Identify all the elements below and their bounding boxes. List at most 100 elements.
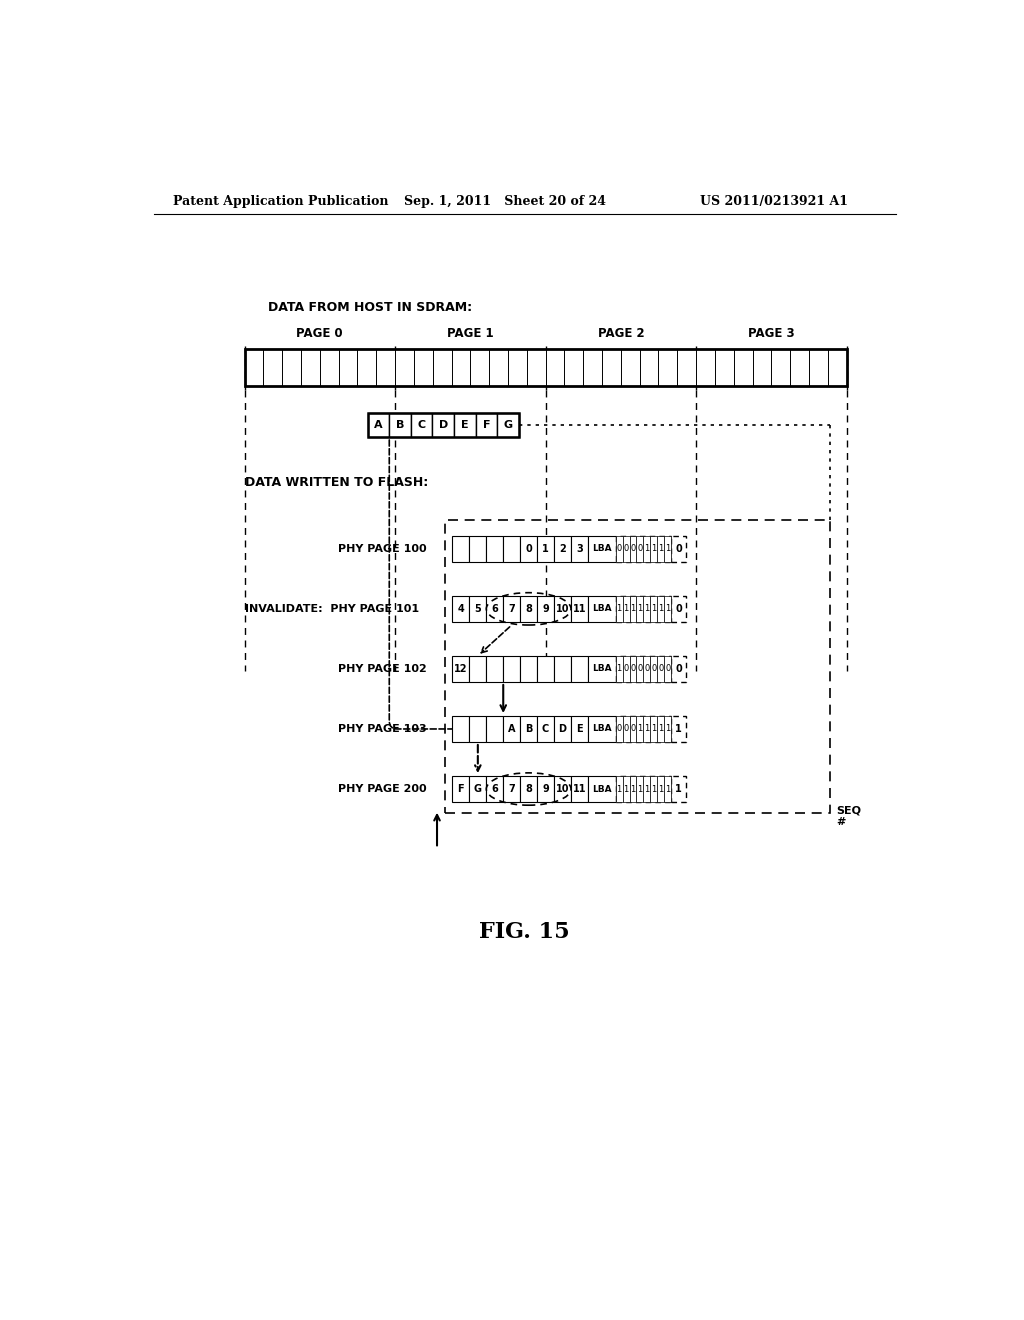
Bar bbox=[503, 595, 520, 622]
Text: 12: 12 bbox=[454, 664, 468, 675]
Bar bbox=[571, 595, 588, 622]
Bar bbox=[554, 776, 571, 803]
Bar bbox=[538, 776, 554, 803]
Text: 0: 0 bbox=[631, 725, 636, 734]
Bar bbox=[486, 595, 503, 622]
Bar bbox=[486, 536, 503, 562]
Bar bbox=[538, 595, 554, 622]
Bar bbox=[588, 656, 615, 682]
Bar bbox=[650, 715, 657, 742]
Text: LBA: LBA bbox=[592, 725, 611, 734]
Text: 9: 9 bbox=[543, 603, 549, 614]
Bar bbox=[657, 715, 665, 742]
Bar bbox=[588, 715, 615, 742]
Bar bbox=[637, 536, 643, 562]
Text: 1: 1 bbox=[637, 784, 642, 793]
Bar bbox=[637, 656, 643, 682]
Bar bbox=[615, 656, 671, 682]
Bar bbox=[520, 776, 538, 803]
Bar bbox=[665, 776, 671, 803]
Text: 10: 10 bbox=[556, 603, 569, 614]
Text: 1: 1 bbox=[651, 725, 656, 734]
Text: 1: 1 bbox=[616, 784, 622, 793]
Bar bbox=[671, 776, 686, 803]
Text: 1: 1 bbox=[651, 605, 656, 614]
Text: LBA: LBA bbox=[592, 544, 611, 553]
Text: 1: 1 bbox=[637, 605, 642, 614]
Bar bbox=[623, 776, 630, 803]
Text: Sep. 1, 2011   Sheet 20 of 24: Sep. 1, 2011 Sheet 20 of 24 bbox=[403, 195, 606, 209]
Text: SEQ
#: SEQ # bbox=[836, 805, 861, 826]
Text: PAGE 0: PAGE 0 bbox=[297, 327, 343, 341]
Text: 0: 0 bbox=[651, 664, 656, 673]
Text: 0: 0 bbox=[637, 544, 642, 553]
Text: 1: 1 bbox=[676, 784, 682, 795]
Text: PHY PAGE 100: PHY PAGE 100 bbox=[339, 544, 427, 554]
Text: 0: 0 bbox=[637, 664, 642, 673]
Text: 1: 1 bbox=[658, 725, 664, 734]
Text: 1: 1 bbox=[631, 605, 636, 614]
Bar bbox=[245, 350, 847, 387]
Bar bbox=[623, 656, 630, 682]
Bar bbox=[571, 715, 588, 742]
Bar bbox=[588, 536, 615, 562]
Text: D: D bbox=[438, 420, 447, 430]
Bar bbox=[503, 776, 520, 803]
Bar bbox=[650, 595, 657, 622]
Text: 9: 9 bbox=[543, 784, 549, 795]
Bar bbox=[520, 595, 538, 622]
Bar bbox=[497, 413, 518, 437]
Bar bbox=[588, 595, 615, 622]
Bar bbox=[588, 776, 615, 803]
Bar bbox=[571, 656, 588, 682]
Bar bbox=[643, 776, 650, 803]
Bar bbox=[389, 413, 411, 437]
Bar bbox=[615, 656, 623, 682]
Bar bbox=[615, 715, 671, 742]
Text: INVALIDATE:  PHY PAGE 101: INVALIDATE: PHY PAGE 101 bbox=[245, 603, 419, 614]
Text: 1: 1 bbox=[658, 544, 664, 553]
Text: FIG. 15: FIG. 15 bbox=[479, 921, 570, 942]
Text: 5: 5 bbox=[474, 603, 481, 614]
Bar bbox=[453, 656, 469, 682]
Bar bbox=[637, 595, 643, 622]
Bar bbox=[411, 413, 432, 437]
Bar bbox=[630, 715, 637, 742]
Bar bbox=[637, 776, 643, 803]
Bar bbox=[520, 536, 538, 562]
Bar bbox=[503, 656, 520, 682]
Bar bbox=[650, 776, 657, 803]
Text: F: F bbox=[482, 420, 490, 430]
Text: 1: 1 bbox=[637, 725, 642, 734]
Bar bbox=[615, 595, 623, 622]
Bar bbox=[571, 776, 588, 803]
Text: LBA: LBA bbox=[592, 605, 611, 614]
Bar bbox=[538, 715, 554, 742]
Text: 1: 1 bbox=[665, 544, 671, 553]
Text: 1: 1 bbox=[616, 664, 622, 673]
Text: 1: 1 bbox=[644, 544, 649, 553]
Text: DATA WRITTEN TO FLASH:: DATA WRITTEN TO FLASH: bbox=[245, 475, 428, 488]
Text: LBA: LBA bbox=[592, 664, 611, 673]
Bar bbox=[615, 715, 623, 742]
Text: 10: 10 bbox=[556, 784, 569, 795]
Text: 4: 4 bbox=[458, 603, 464, 614]
Text: 1: 1 bbox=[665, 784, 671, 793]
Text: A: A bbox=[508, 723, 515, 734]
Bar bbox=[671, 536, 686, 562]
Bar bbox=[671, 595, 686, 622]
Bar bbox=[643, 656, 650, 682]
Bar bbox=[486, 656, 503, 682]
Bar bbox=[615, 776, 671, 803]
Bar bbox=[665, 715, 671, 742]
Bar bbox=[538, 656, 554, 682]
Bar bbox=[453, 536, 469, 562]
Text: 1: 1 bbox=[644, 784, 649, 793]
Text: 2: 2 bbox=[559, 544, 566, 554]
Text: B: B bbox=[525, 723, 532, 734]
Text: 11: 11 bbox=[572, 784, 586, 795]
Text: 1: 1 bbox=[616, 605, 622, 614]
Text: 6: 6 bbox=[492, 784, 498, 795]
Bar bbox=[615, 536, 671, 562]
Text: 7: 7 bbox=[508, 784, 515, 795]
